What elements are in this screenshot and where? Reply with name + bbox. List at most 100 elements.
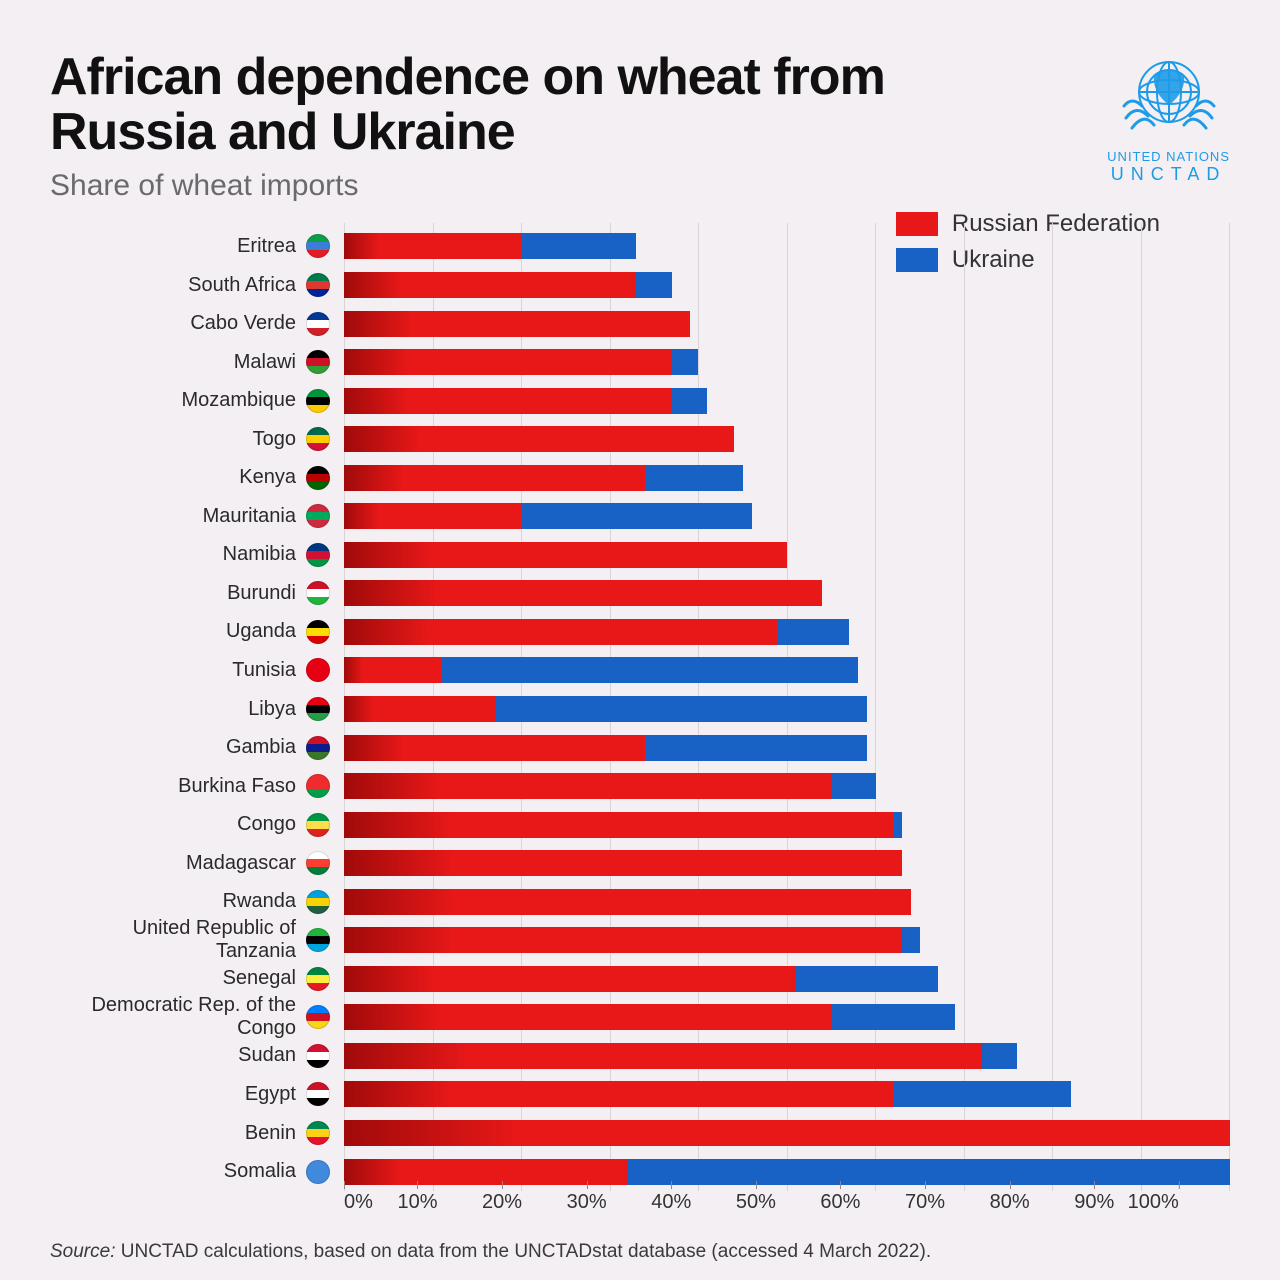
- bar-segment-russia: [344, 696, 495, 722]
- country-name: Namibia: [223, 543, 296, 566]
- stacked-bar: [344, 812, 1230, 838]
- bar-row: [344, 1153, 1230, 1191]
- source-text: UNCTAD calculations, based on data from …: [115, 1241, 931, 1262]
- country-name: Rwanda: [223, 890, 296, 913]
- row-label: Burundi: [50, 574, 330, 612]
- header: African dependence on wheat from Russia …: [50, 50, 1230, 203]
- stacked-bar: [344, 619, 1230, 645]
- country-name: Eritrea: [237, 235, 296, 258]
- stacked-bar: [344, 657, 1230, 683]
- bar-segment-russia: [344, 812, 893, 838]
- x-tick: 40%: [651, 1191, 691, 1223]
- bar-segment-ukraine: [778, 619, 849, 645]
- bar-row: [344, 806, 1230, 844]
- row-label: South Africa: [50, 266, 330, 304]
- row-label: Tunisia: [50, 651, 330, 689]
- bar-segment-russia: [344, 388, 672, 414]
- bar-segment-ukraine: [645, 735, 867, 761]
- stacked-bar: [344, 311, 1230, 337]
- row-label: Namibia: [50, 536, 330, 574]
- row-label: Madagascar: [50, 844, 330, 882]
- un-emblem-icon: [1114, 50, 1224, 145]
- bar-segment-russia: [344, 966, 796, 992]
- country-name: Togo: [253, 428, 296, 451]
- bar-segment-russia: [344, 1004, 831, 1030]
- country-name: Sudan: [238, 1044, 296, 1067]
- bar-segment-russia: [344, 349, 672, 375]
- row-label: Mozambique: [50, 382, 330, 420]
- x-tick: 50%: [736, 1191, 776, 1223]
- page-title: African dependence on wheat from Russia …: [50, 50, 950, 159]
- stacked-bar: [344, 233, 1230, 259]
- country-name: United Republic of Tanzania: [50, 917, 296, 963]
- flag-icon: [306, 427, 330, 451]
- bar-row: [344, 343, 1230, 381]
- bar-segment-russia: [344, 1081, 893, 1107]
- bar-segment-ukraine: [645, 465, 742, 491]
- flag-icon: [306, 1082, 330, 1106]
- row-label: Sudan: [50, 1037, 330, 1075]
- country-name: Libya: [248, 698, 296, 721]
- bar-row: [344, 420, 1230, 458]
- bar-segment-russia: [344, 1159, 628, 1185]
- row-label: Eritrea: [50, 227, 330, 265]
- row-label: Gambia: [50, 729, 330, 767]
- title-block: African dependence on wheat from Russia …: [50, 50, 950, 203]
- stacked-bar: [344, 465, 1230, 491]
- country-name: Egypt: [245, 1083, 296, 1106]
- country-name: Senegal: [223, 967, 296, 990]
- country-name: Gambia: [226, 736, 296, 759]
- bar-segment-russia: [344, 889, 911, 915]
- stacked-bar: [344, 1004, 1230, 1030]
- country-name: Congo: [237, 813, 296, 836]
- row-label: Burkina Faso: [50, 767, 330, 805]
- bar-segment-ukraine: [495, 696, 867, 722]
- row-label: Libya: [50, 690, 330, 728]
- bar-segment-russia: [344, 542, 787, 568]
- flag-icon: [306, 774, 330, 798]
- x-tick: 100%: [1128, 1191, 1179, 1223]
- bar-segment-russia: [344, 311, 690, 337]
- plot-area: 0%10%20%30%40%50%60%70%80%90%100%: [344, 223, 1230, 1223]
- row-label: Malawi: [50, 343, 330, 381]
- bar-segment-russia: [344, 465, 645, 491]
- row-label: Kenya: [50, 459, 330, 497]
- bar-segment-ukraine: [831, 1004, 955, 1030]
- bar-segment-russia: [344, 233, 521, 259]
- bar-row: [344, 1114, 1230, 1152]
- flag-icon: [306, 697, 330, 721]
- row-label: Congo: [50, 806, 330, 844]
- stacked-bar: [344, 272, 1230, 298]
- flag-icon: [306, 813, 330, 837]
- country-name: Uganda: [226, 620, 296, 643]
- bar-row: [344, 921, 1230, 959]
- bar-segment-russia: [344, 580, 822, 606]
- bar-segment-ukraine: [521, 233, 636, 259]
- country-name: Somalia: [224, 1160, 296, 1183]
- bar-segment-ukraine: [672, 388, 707, 414]
- row-label: Uganda: [50, 613, 330, 651]
- bar-row: [344, 844, 1230, 882]
- bars-container: [344, 223, 1230, 1191]
- bar-segment-russia: [344, 426, 734, 452]
- bar-row: [344, 651, 1230, 689]
- bar-row: [344, 613, 1230, 651]
- bar-row: [344, 497, 1230, 535]
- stacked-bar: [344, 889, 1230, 915]
- x-tick: 60%: [820, 1191, 860, 1223]
- bar-segment-ukraine: [672, 349, 699, 375]
- source-prefix: Source:: [50, 1241, 115, 1262]
- x-tick: 90%: [1074, 1191, 1114, 1223]
- country-name: Madagascar: [186, 852, 296, 875]
- stacked-bar: [344, 966, 1230, 992]
- logo-un-text: UNITED NATIONS: [1107, 149, 1230, 164]
- bar-segment-ukraine: [628, 1159, 1230, 1185]
- row-label: Senegal: [50, 960, 330, 998]
- chart: EritreaSouth AfricaCabo VerdeMalawiMozam…: [50, 223, 1230, 1223]
- stacked-bar: [344, 1120, 1230, 1146]
- bar-segment-russia: [344, 773, 831, 799]
- bar-row: [344, 305, 1230, 343]
- country-name: Kenya: [239, 466, 296, 489]
- flag-icon: [306, 350, 330, 374]
- country-name: Malawi: [234, 351, 296, 374]
